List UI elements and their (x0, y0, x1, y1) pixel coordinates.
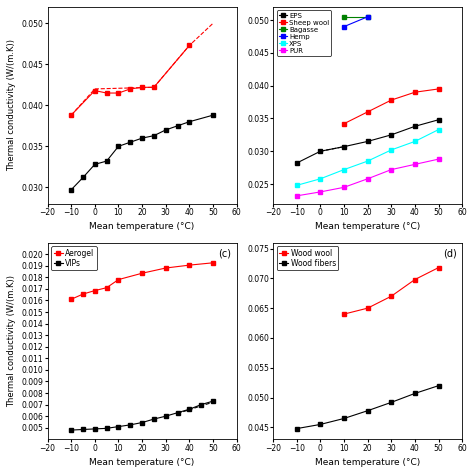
X-axis label: Mean temperature (°C): Mean temperature (°C) (315, 458, 420, 467)
Y-axis label: Thermal conductivity (W/(m.K)): Thermal conductivity (W/(m.K)) (7, 39, 16, 171)
X-axis label: Mean temperature (°C): Mean temperature (°C) (90, 458, 195, 467)
Legend: Aerogel, VIPs: Aerogel, VIPs (51, 246, 97, 270)
X-axis label: Mean temperature (°C): Mean temperature (°C) (90, 222, 195, 231)
X-axis label: Mean temperature (°C): Mean temperature (°C) (315, 222, 420, 231)
Text: (c): (c) (218, 248, 231, 258)
Text: (d): (d) (443, 248, 456, 258)
Y-axis label: Thermal conductivity (W/(m.K)): Thermal conductivity (W/(m.K)) (7, 275, 16, 407)
Legend: Wood wool, Wood fibers: Wood wool, Wood fibers (277, 246, 338, 270)
Legend: EPS, Sheep wool, Bagasse, Hemp, XPS, PUR: EPS, Sheep wool, Bagasse, Hemp, XPS, PUR (276, 10, 331, 56)
